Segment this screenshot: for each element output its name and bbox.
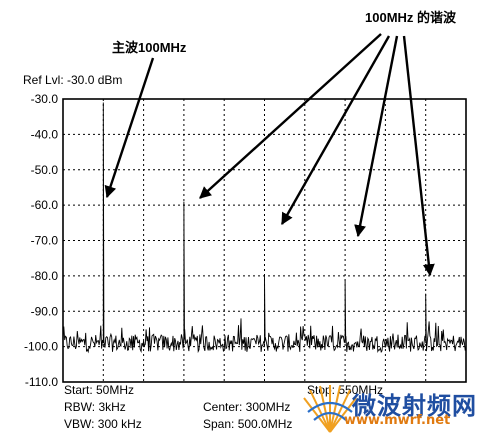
ref-level-label: Ref Lvl: -30.0 dBm: [23, 73, 122, 87]
y-axis: -30.0 -40.0 -50.0 -60.0 -70.0 -80.0 -90.0 -100.…: [24, 92, 58, 389]
harmonics-annotation: 100MHz 的谐波: [365, 10, 457, 25]
center-frequency: Center: 300MHz: [203, 400, 290, 414]
fundamental-annotation: 主波100MHz: [112, 40, 187, 55]
harmonic-arrow-300: [280, 35, 391, 226]
watermark: 微波射频网 www.mwrf.net: [300, 384, 486, 435]
y-tick-label: -90.0: [31, 304, 59, 318]
rbw-setting: RBW: 3kHz: [64, 400, 126, 414]
plot-frame: [62, 98, 467, 383]
y-tick-label: -100.0: [24, 340, 58, 354]
y-tick-label: -40.0: [31, 127, 59, 141]
harmonic-arrow-400: [354, 35, 399, 238]
stop-frequency: Stop: 550MHz: [307, 383, 383, 397]
y-tick-label: -60.0: [31, 198, 59, 212]
harmonic-arrow-500: [402, 35, 435, 277]
y-tick-label: -110.0: [25, 375, 58, 389]
watermark-logo: [303, 385, 357, 433]
vbw-setting: VBW: 300 kHz: [64, 417, 142, 431]
y-tick-label: -50.0: [31, 163, 59, 177]
start-frequency: Start: 50MHz: [64, 383, 134, 397]
y-tick-label: -80.0: [31, 269, 59, 283]
span-setting: Span: 500.0MHz: [203, 417, 292, 431]
y-tick-label: -70.0: [31, 234, 59, 248]
y-tick-label: -30.0: [31, 92, 59, 106]
spectrum-trace: [62, 102, 467, 354]
harmonic-arrow-200: [199, 33, 382, 199]
fundamental-arrow: [104, 57, 155, 199]
watermark-title: 微波射频网: [352, 392, 477, 420]
watermark-url: www.mwrf.net: [344, 413, 451, 428]
